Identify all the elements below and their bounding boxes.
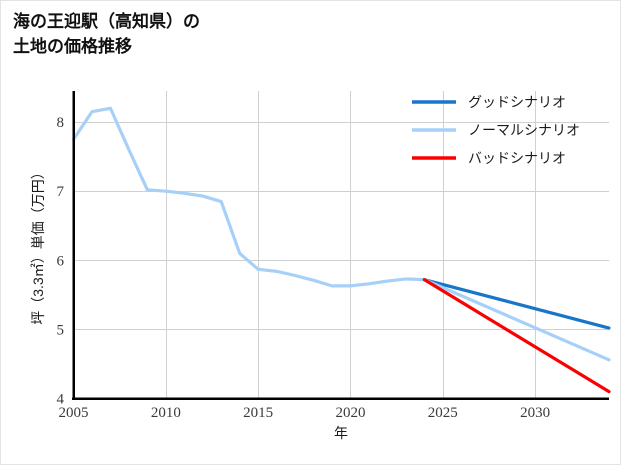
x-axis-tick-labels: 2005 2010 2015 2020 2025 2030: [59, 405, 551, 421]
legend-item: ノーマルシナリオ: [412, 124, 580, 139]
x-axis-title: 年: [334, 425, 348, 441]
y-tick-label: 5: [57, 322, 65, 338]
legend-item: バッドシナリオ: [412, 152, 566, 167]
series-line: [422, 278, 611, 330]
y-tick-label: 8: [57, 115, 65, 131]
series-line: [422, 278, 611, 394]
x-tick-label: 2010: [151, 405, 181, 421]
legend-label: グッドシナリオ: [468, 95, 566, 111]
gridlines: [73, 91, 609, 400]
y-tick-label: 7: [57, 184, 65, 200]
page-title: 海の王迎駅（高知県）の 土地の価格推移: [13, 12, 200, 56]
legend-label: ノーマルシナリオ: [468, 124, 580, 139]
x-tick-label: 2015: [243, 405, 273, 421]
series-layer: [71, 106, 611, 394]
x-tick-label: 2030: [520, 405, 550, 421]
y-axis-tick-labels: 4 5 6 7 8: [57, 115, 65, 407]
series-line: [71, 106, 426, 288]
y-axis-title: 坪（3.3㎡）単価（万円）: [30, 165, 46, 324]
y-tick-label: 4: [57, 392, 65, 408]
x-tick-label: 2005: [59, 405, 89, 421]
legend-label: バッドシナリオ: [468, 152, 566, 167]
x-tick-label: 2020: [335, 405, 365, 421]
axis-spines: [72, 91, 609, 400]
x-tick-label: 2025: [428, 405, 458, 421]
legend-item: グッドシナリオ: [412, 95, 566, 111]
series-line: [422, 278, 611, 362]
y-tick-label: 6: [57, 253, 65, 269]
